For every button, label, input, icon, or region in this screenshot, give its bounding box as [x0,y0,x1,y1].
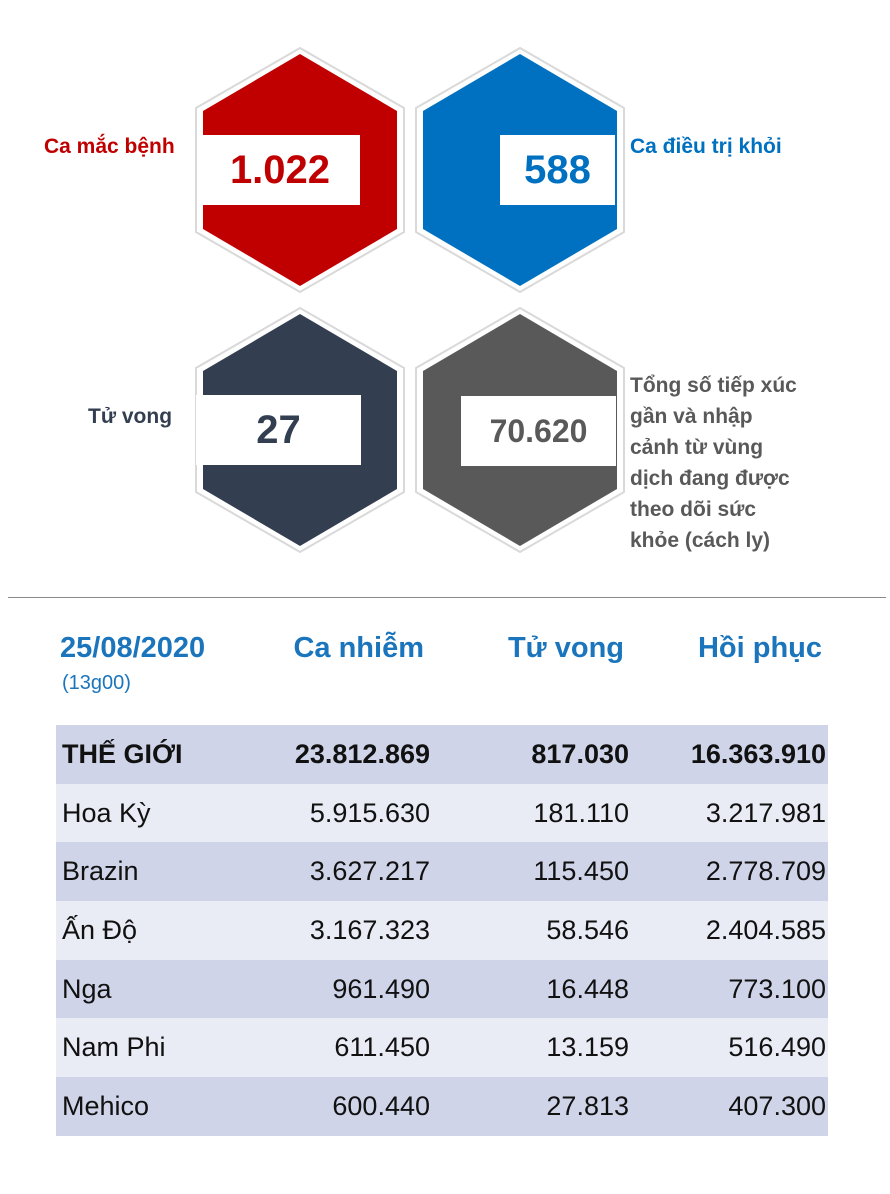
header-cases: Ca nhiễm [293,632,424,664]
table-row: Nam Phi 611.450 13.159 516.490 [56,1018,828,1078]
table-row: Ấn Độ 3.167.323 58.546 2.404.585 [56,901,828,960]
country-name: THẾ GIỚI [62,738,183,769]
cases-cell: 611.450 [334,1032,430,1063]
country-name: Mehico [62,1090,150,1121]
country-name: Ấn Độ [62,914,138,945]
header-recovered: Hồi phục [697,632,822,664]
country-name: Hoa Kỳ [62,797,151,828]
deaths-cell: 16.448 [546,973,629,1004]
monitored-label-line: cảnh từ vùng [630,436,764,459]
deaths-value: 27 [196,395,361,465]
recovered-cell: 773.100 [728,973,826,1004]
table-row: Hoa Kỳ 5.915.630 181.110 3.217.981 [56,783,828,843]
monitored-label-line: Tổng số tiếp xúc [630,374,797,397]
deaths-cell: 181.110 [533,797,629,828]
country-table: THẾ GIỚI 23.812.869 817.030 16.363.910 H… [56,725,828,1136]
cases-cell: 600.440 [332,1090,430,1121]
cases-cell: 5.915.630 [309,797,430,828]
recovered-label: Ca điều trị khỏi [630,135,782,158]
deaths-label: Tử vong [88,405,173,428]
table-row: Nga 961.490 16.448 773.100 [56,959,828,1019]
monitored-value: 70.620 [461,396,616,466]
cases-cell: 3.167.323 [309,914,430,945]
cases-cell: 23.812.869 [294,738,430,769]
deaths-cell: 13.159 [546,1032,629,1063]
section-divider [8,597,886,598]
monitored-label-line: theo dõi sức [630,498,757,521]
recovered-cell: 3.217.981 [705,797,826,828]
table-row: Mehico 600.440 27.813 407.300 [56,1077,828,1136]
table-row: Brazin 3.627.217 115.450 2.778.709 [56,842,828,902]
recovered-cell: 516.490 [728,1032,826,1063]
deaths-cell: 115.450 [533,856,629,887]
time-heading: (13g00) [62,672,131,694]
date-heading: 25/08/2020 [60,632,206,664]
cases-label: Ca mắc bệnh [44,135,175,158]
table-header: 25/08/2020 (13g00) Ca nhiễm Tử vong Hồi … [56,630,828,710]
recovered-cell: 2.778.709 [705,856,826,887]
cases-cell: 961.490 [332,973,430,1004]
monitored-label-line: dịch đang được [630,467,790,490]
recovered-cell: 407.300 [728,1090,826,1121]
deaths-cell: 27.813 [546,1090,629,1121]
recovered-cell: 16.363.910 [690,738,826,769]
monitored-label-line: khỏe (cách ly) [630,529,771,552]
recovered-value: 588 [500,135,615,205]
country-name: Nga [62,973,112,1004]
cases-cell: 3.627.217 [309,856,430,887]
cases-value: 1.022 [200,135,360,205]
monitored-label: Tổng số tiếp xúc gần và nhập cảnh từ vùn… [630,370,797,556]
country-name: Nam Phi [62,1032,166,1063]
deaths-cell: 58.546 [546,914,629,945]
header-deaths: Tử vong [507,632,624,664]
deaths-cell: 817.030 [531,738,629,769]
monitored-label-line: gần và nhập [630,405,753,428]
country-name: Brazin [62,856,139,887]
table-row: THẾ GIỚI 23.812.869 817.030 16.363.910 [56,725,828,784]
recovered-cell: 2.404.585 [705,914,826,945]
